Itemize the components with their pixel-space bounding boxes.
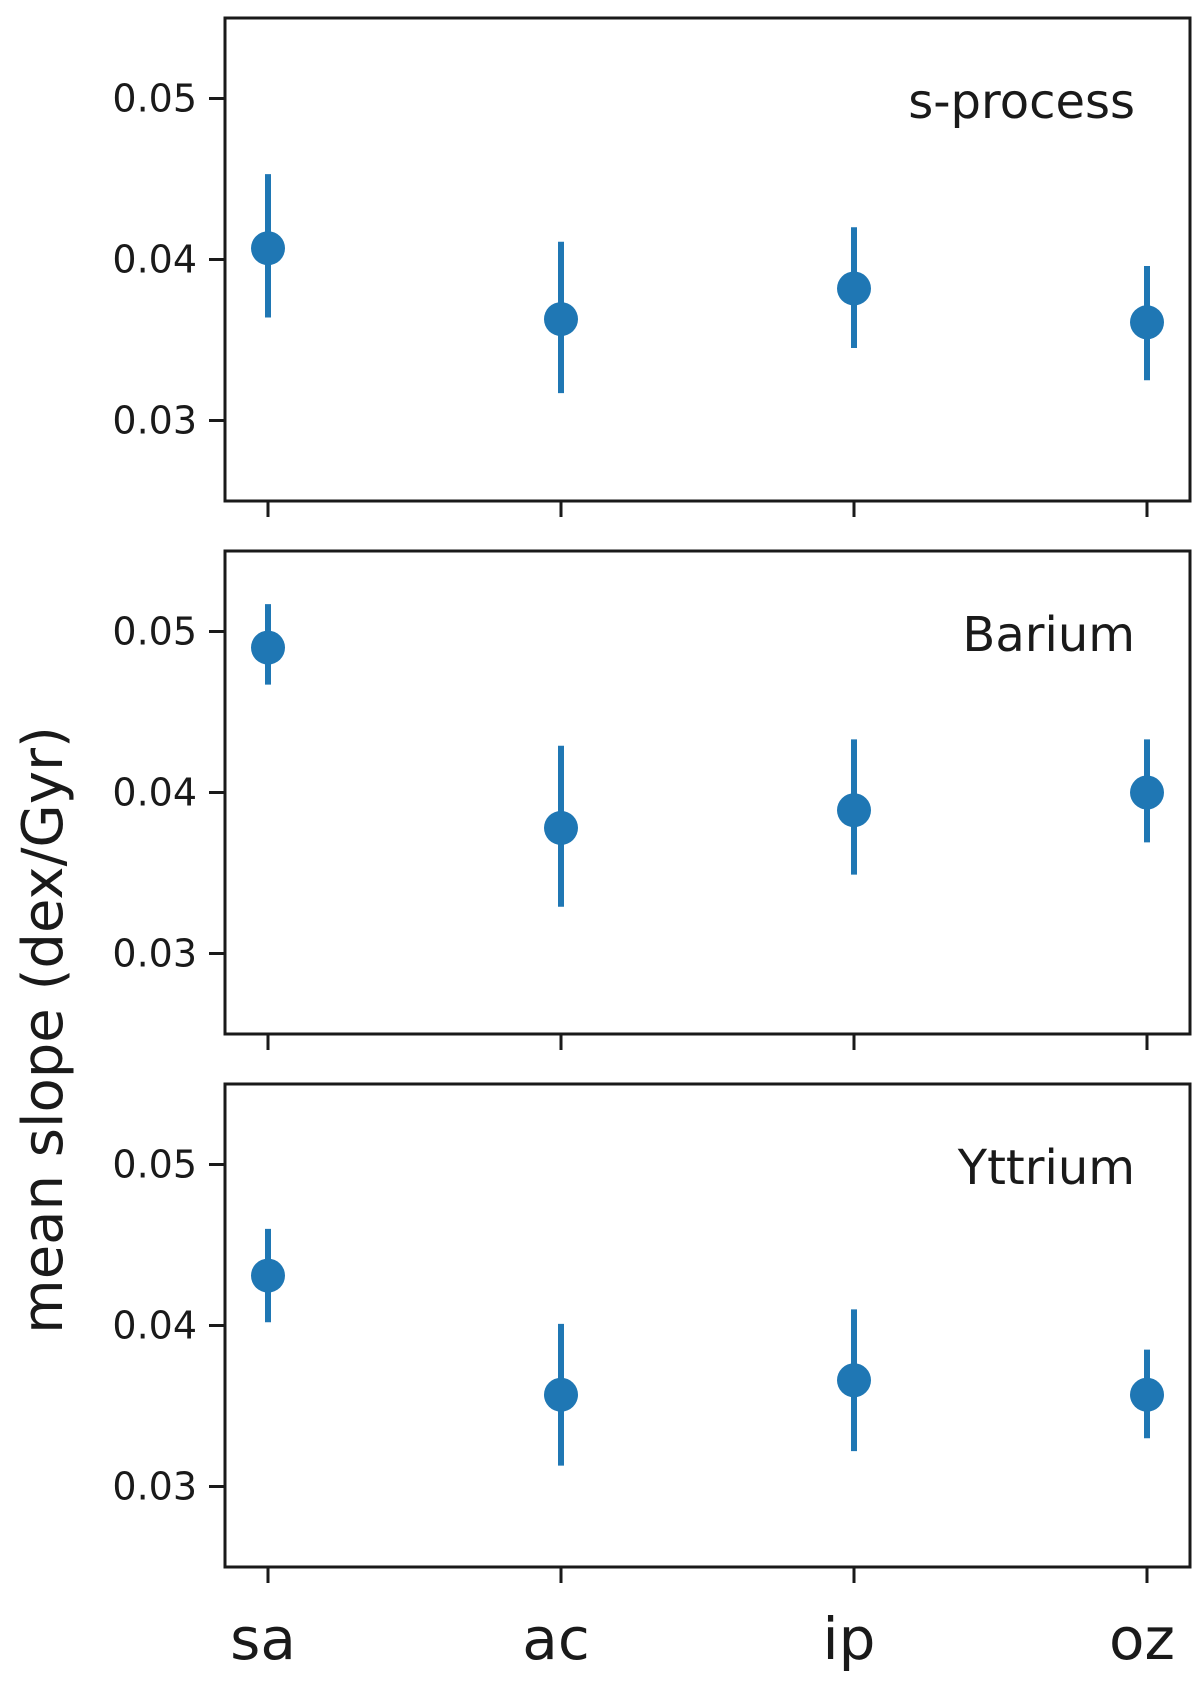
data-point-ac (544, 302, 578, 337)
data-point-oz (1130, 775, 1164, 810)
y-tick-label: 0.04 (112, 1304, 197, 1348)
data-point-ip (837, 1363, 871, 1398)
data-point-ip (837, 793, 871, 828)
data-point-ac (544, 1377, 578, 1412)
panel-title: Barium (962, 607, 1135, 663)
y-tick-label: 0.03 (112, 1465, 197, 1509)
panel-title: s-process (908, 74, 1135, 130)
y-tick-label: 0.05 (112, 1143, 197, 1187)
data-point-sa (251, 630, 285, 665)
y-tick-label: 0.04 (112, 771, 197, 815)
y-tick-label: 0.03 (112, 932, 197, 976)
panel-1: 0.03 0.04 0.05 Barium (112, 549, 1192, 1050)
x-tick-labels: sa ac ip oz (230, 1605, 1175, 1673)
y-tick-label: 0.03 (112, 399, 197, 443)
data-point-oz (1130, 305, 1164, 340)
y-tick-label: 0.04 (112, 238, 197, 282)
data-point-sa (251, 231, 285, 266)
data-point-sa (251, 1258, 285, 1293)
x-tick-label-ip: ip (823, 1605, 876, 1673)
panel-0: 0.03 0.04 0.05 s-process (112, 16, 1192, 517)
x-tick-label-sa: sa (230, 1605, 296, 1673)
data-point-ac (544, 810, 578, 845)
panel-2: 0.03 0.04 0.05 Yttrium (112, 1082, 1192, 1583)
x-tick-label-ac: ac (522, 1605, 589, 1673)
panel-title: Yttrium (957, 1140, 1135, 1196)
y-axis-label: mean slope (dex/Gyr) (11, 726, 76, 1334)
data-point-ip (837, 271, 871, 306)
data-point-oz (1130, 1377, 1164, 1412)
y-tick-label: 0.05 (112, 77, 197, 121)
x-tick-label-oz: oz (1109, 1605, 1175, 1673)
y-tick-label: 0.05 (112, 610, 197, 654)
